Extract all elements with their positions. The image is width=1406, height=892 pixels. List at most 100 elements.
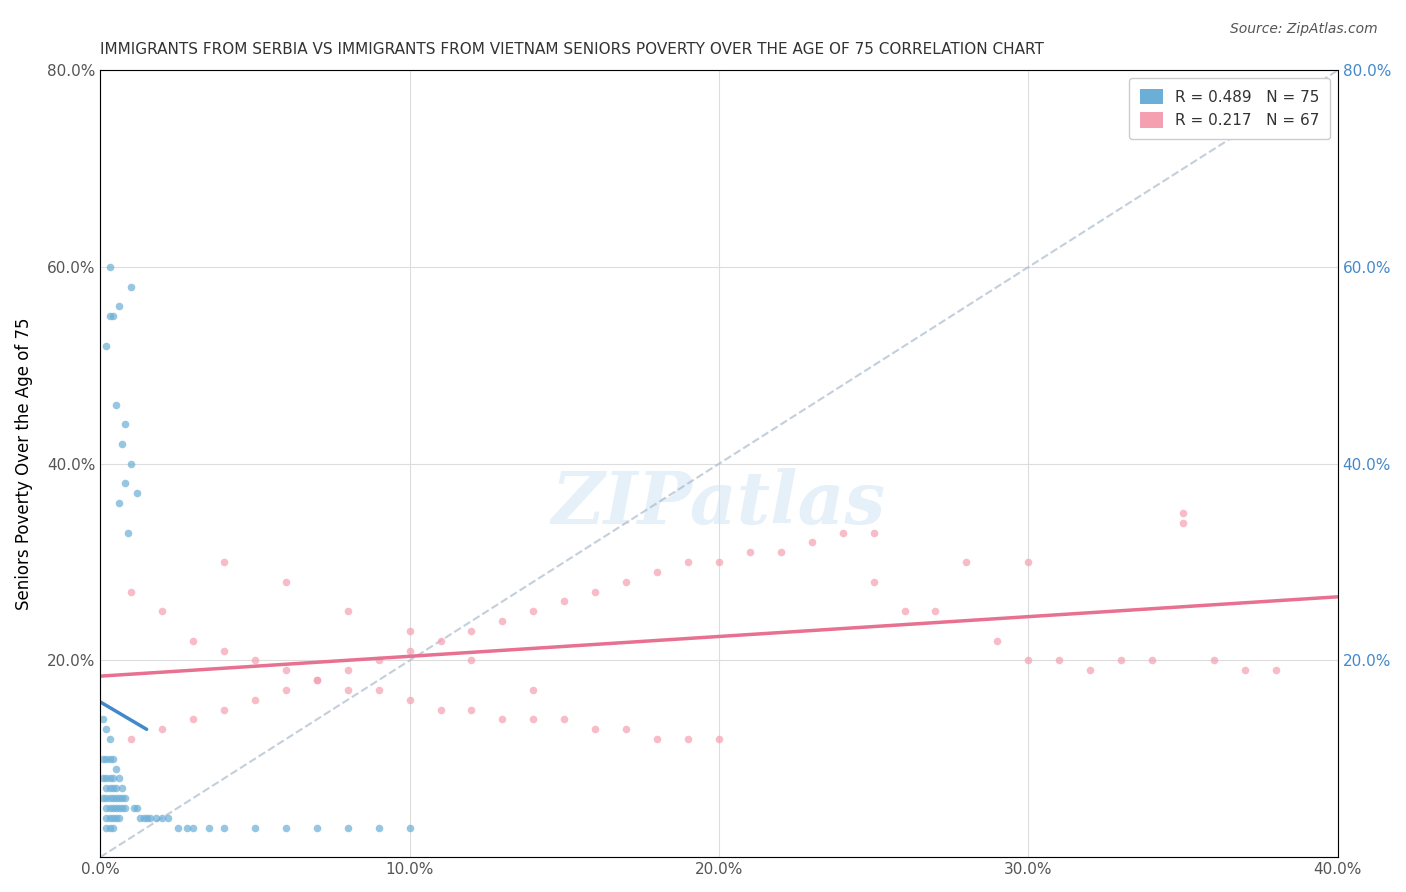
Point: [367, 821, 389, 835]
Point: [93, 752, 115, 766]
Point: [120, 279, 142, 293]
Point: [96, 752, 118, 766]
Point: [429, 633, 451, 648]
Point: [124, 801, 146, 815]
Point: [305, 673, 328, 687]
Point: [101, 752, 124, 766]
Point: [98, 752, 121, 766]
Point: [98, 801, 121, 815]
Point: [150, 604, 173, 618]
Point: [645, 565, 668, 579]
Point: [1017, 653, 1039, 667]
Point: [522, 604, 544, 618]
Point: [101, 310, 124, 324]
Point: [522, 683, 544, 698]
Text: Source: ZipAtlas.com: Source: ZipAtlas.com: [1230, 22, 1378, 37]
Point: [104, 762, 127, 776]
Point: [243, 821, 266, 835]
Point: [176, 821, 198, 835]
Point: [98, 821, 121, 835]
Point: [398, 821, 420, 835]
Point: [553, 594, 575, 608]
Point: [460, 624, 482, 638]
Point: [101, 772, 124, 786]
Point: [111, 437, 134, 451]
Point: [101, 821, 124, 835]
Point: [120, 457, 142, 471]
Point: [862, 525, 884, 540]
Point: [1047, 653, 1070, 667]
Point: [583, 723, 606, 737]
Point: [93, 713, 115, 727]
Point: [738, 545, 761, 559]
Point: [583, 584, 606, 599]
Point: [93, 772, 115, 786]
Point: [645, 732, 668, 747]
Point: [127, 486, 149, 500]
Point: [1140, 653, 1163, 667]
Point: [212, 703, 235, 717]
Point: [98, 772, 121, 786]
Point: [108, 801, 131, 815]
Point: [800, 535, 823, 549]
Point: [986, 633, 1008, 648]
Point: [132, 811, 155, 825]
Point: [197, 821, 219, 835]
Point: [243, 693, 266, 707]
Point: [108, 300, 131, 314]
Point: [96, 791, 118, 805]
Y-axis label: Seniors Poverty Over the Age of 75: Seniors Poverty Over the Age of 75: [15, 318, 32, 610]
Point: [1109, 653, 1132, 667]
Point: [127, 801, 149, 815]
Point: [98, 260, 121, 274]
Point: [893, 604, 915, 618]
Point: [101, 791, 124, 805]
Point: [104, 791, 127, 805]
Point: [145, 811, 167, 825]
Point: [553, 713, 575, 727]
Point: [305, 821, 328, 835]
Point: [93, 791, 115, 805]
Point: [491, 713, 513, 727]
Point: [166, 821, 188, 835]
Point: [274, 683, 297, 698]
Point: [1017, 555, 1039, 569]
Point: [129, 811, 152, 825]
Point: [117, 525, 139, 540]
Point: [98, 791, 121, 805]
Point: [367, 653, 389, 667]
Point: [114, 791, 136, 805]
Point: [212, 643, 235, 657]
Text: ZIPatlas: ZIPatlas: [553, 467, 886, 539]
Point: [157, 811, 180, 825]
Point: [98, 732, 121, 747]
Point: [104, 811, 127, 825]
Point: [111, 791, 134, 805]
Point: [676, 732, 699, 747]
Point: [181, 713, 204, 727]
Point: [676, 555, 699, 569]
Point: [955, 555, 977, 569]
Point: [460, 653, 482, 667]
Legend: R = 0.489   N = 75, R = 0.217   N = 67: R = 0.489 N = 75, R = 0.217 N = 67: [1129, 78, 1330, 139]
Point: [98, 811, 121, 825]
Point: [108, 772, 131, 786]
Text: IMMIGRANTS FROM SERBIA VS IMMIGRANTS FROM VIETNAM SENIORS POVERTY OVER THE AGE O: IMMIGRANTS FROM SERBIA VS IMMIGRANTS FRO…: [100, 42, 1045, 57]
Point: [398, 693, 420, 707]
Point: [274, 821, 297, 835]
Point: [98, 781, 121, 796]
Point: [398, 624, 420, 638]
Point: [1078, 663, 1101, 677]
Point: [212, 555, 235, 569]
Point: [96, 723, 118, 737]
Point: [274, 663, 297, 677]
Point: [336, 683, 359, 698]
Point: [1202, 653, 1225, 667]
Point: [108, 791, 131, 805]
Point: [398, 643, 420, 657]
Point: [212, 821, 235, 835]
Point: [707, 555, 730, 569]
Point: [336, 821, 359, 835]
Point: [114, 476, 136, 491]
Point: [614, 723, 637, 737]
